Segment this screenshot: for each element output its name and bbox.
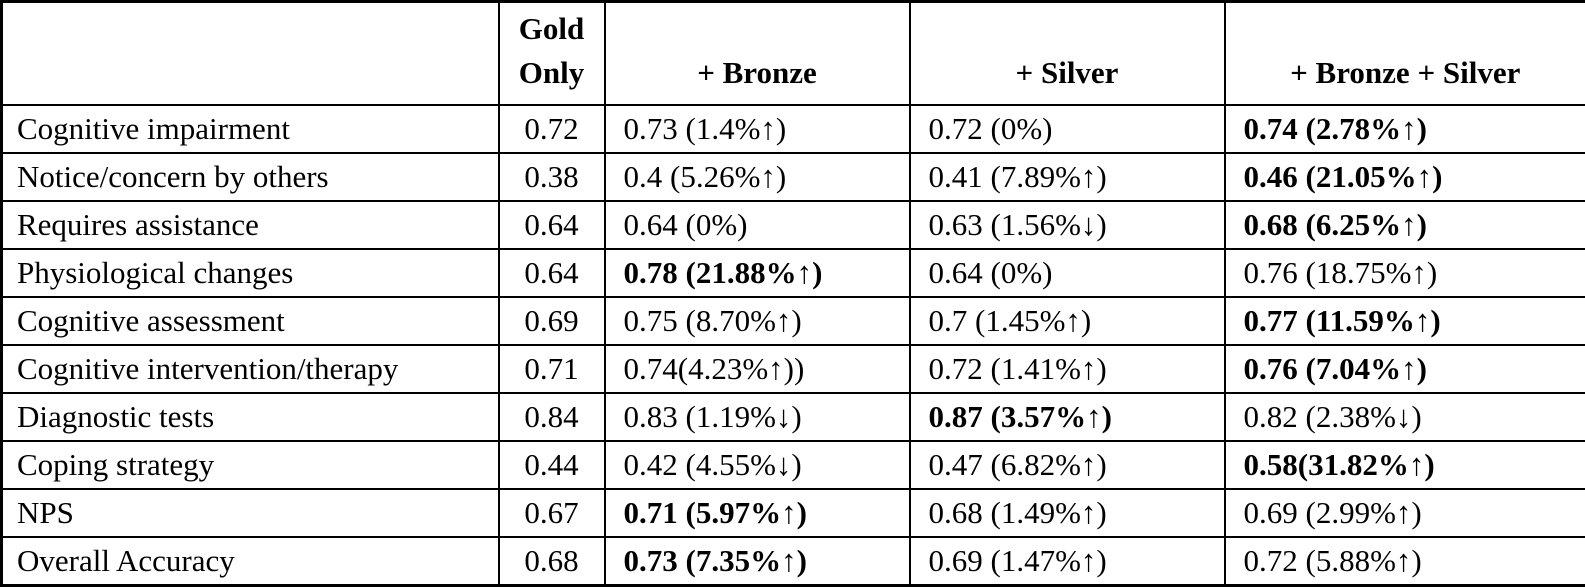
table-cell: 0.76 (18.75%↑) xyxy=(1225,249,1585,297)
table-cell: 0.84 xyxy=(499,393,605,441)
table-cell: 0.42 (4.55%↓) xyxy=(605,441,910,489)
table-row: NPS 0.67 0.71 (5.97%↑) 0.68 (1.49%↑) 0.6… xyxy=(2,489,1585,537)
table-row: Notice/concern by others 0.38 0.4 (5.26%… xyxy=(2,153,1585,201)
table-cell: 0.71 xyxy=(499,345,605,393)
table-cell: 0.58(31.82%↑) xyxy=(1225,441,1585,489)
table-row: Cognitive intervention/therapy 0.71 0.74… xyxy=(2,345,1585,393)
table-row: Coping strategy 0.44 0.42 (4.55%↓) 0.47 … xyxy=(2,441,1585,489)
table-row: Overall Accuracy 0.68 0.73 (7.35%↑) 0.69… xyxy=(2,537,1585,585)
row-label-cell: Cognitive intervention/therapy xyxy=(2,345,499,393)
table-cell: 0.64 (0%) xyxy=(605,201,910,249)
table-row: Physiological changes 0.64 0.78 (21.88%↑… xyxy=(2,249,1585,297)
table-cell: 0.72 (5.88%↑) xyxy=(1225,537,1585,585)
table-cell: 0.64 xyxy=(499,249,605,297)
table-cell: 0.64 (0%) xyxy=(910,249,1225,297)
table-cell: 0.75 (8.70%↑) xyxy=(605,297,910,345)
row-label-cell: Coping strategy xyxy=(2,441,499,489)
table-cell: 0.63 (1.56%↓) xyxy=(910,201,1225,249)
row-label-cell: NPS xyxy=(2,489,499,537)
table-row: Cognitive assessment 0.69 0.75 (8.70%↑) … xyxy=(2,297,1585,345)
table-cell: 0.83 (1.19%↓) xyxy=(605,393,910,441)
row-label-cell: Notice/concern by others xyxy=(2,153,499,201)
table-cell: 0.69 (2.99%↑) xyxy=(1225,489,1585,537)
table-cell: 0.68 (6.25%↑) xyxy=(1225,201,1585,249)
table-row: Cognitive impairment 0.72 0.73 (1.4%↑) 0… xyxy=(2,105,1585,153)
table-cell: 0.47 (6.82%↑) xyxy=(910,441,1225,489)
table-cell: 0.69 xyxy=(499,297,605,345)
table-cell: 0.82 (2.38%↓) xyxy=(1225,393,1585,441)
table-cell: 0.77 (11.59%↑) xyxy=(1225,297,1585,345)
table-cell: 0.73 (1.4%↑) xyxy=(605,105,910,153)
table-cell: 0.46 (21.05%↑) xyxy=(1225,153,1585,201)
table-cell: 0.87 (3.57%↑) xyxy=(910,393,1225,441)
header-row: Gold Only + Bronze + Silver + Bronze + S… xyxy=(2,2,1585,106)
row-label-cell: Requires assistance xyxy=(2,201,499,249)
table-cell: 0.67 xyxy=(499,489,605,537)
table-cell: 0.44 xyxy=(499,441,605,489)
table-cell: 0.69 (1.47%↑) xyxy=(910,537,1225,585)
table-cell: 0.76 (7.04%↑) xyxy=(1225,345,1585,393)
table-cell: 0.74 (2.78%↑) xyxy=(1225,105,1585,153)
table-cell: 0.74(4.23%↑)) xyxy=(605,345,910,393)
row-label-cell: Overall Accuracy xyxy=(2,537,499,585)
table-cell: 0.41 (7.89%↑) xyxy=(910,153,1225,201)
column-header-plus-bronze: + Bronze xyxy=(605,2,910,106)
row-label-cell: Diagnostic tests xyxy=(2,393,499,441)
table-cell: 0.72 (1.41%↑) xyxy=(910,345,1225,393)
table-cell: 0.72 (0%) xyxy=(910,105,1225,153)
table-cell: 0.73 (7.35%↑) xyxy=(605,537,910,585)
table-cell: 0.68 xyxy=(499,537,605,585)
column-header-gold-only: Gold Only xyxy=(499,2,605,106)
column-header-plus-silver: + Silver xyxy=(910,2,1225,106)
table-cell: 0.7 (1.45%↑) xyxy=(910,297,1225,345)
table-cell: 0.4 (5.26%↑) xyxy=(605,153,910,201)
row-label-cell: Physiological changes xyxy=(2,249,499,297)
table-row: Requires assistance 0.64 0.64 (0%) 0.63 … xyxy=(2,201,1585,249)
column-header-plus-bronze-plus-silver: + Bronze + Silver xyxy=(1225,2,1585,106)
table-cell: 0.38 xyxy=(499,153,605,201)
table-cell: 0.64 xyxy=(499,201,605,249)
row-label-cell: Cognitive impairment xyxy=(2,105,499,153)
column-header-empty xyxy=(2,2,499,106)
row-label-cell: Cognitive assessment xyxy=(2,297,499,345)
table-cell: 0.71 (5.97%↑) xyxy=(605,489,910,537)
table-cell: 0.72 xyxy=(499,105,605,153)
table-cell: 0.78 (21.88%↑) xyxy=(605,249,910,297)
table-row: Diagnostic tests 0.84 0.83 (1.19%↓) 0.87… xyxy=(2,393,1585,441)
table-cell: 0.68 (1.49%↑) xyxy=(910,489,1225,537)
